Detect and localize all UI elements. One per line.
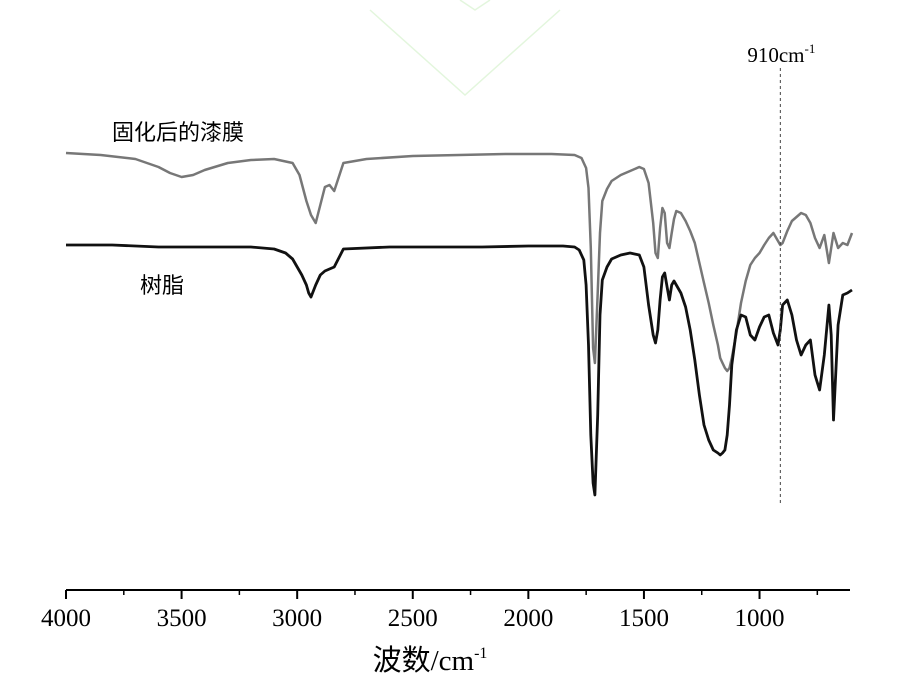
x-tick-label: 3000 bbox=[272, 605, 322, 632]
annotation-text: 910cm bbox=[747, 43, 804, 67]
x-axis-label: 波数/cm-1 bbox=[373, 644, 488, 677]
x-tick-label: 1000 bbox=[735, 605, 785, 632]
x-tick-label: 3500 bbox=[157, 605, 207, 632]
watermark-mark-2 bbox=[459, 0, 491, 11]
annotation-label: 910cm-1 bbox=[747, 41, 815, 67]
x-axis-label-main: 波数/cm bbox=[373, 644, 475, 677]
x-tick-label: 2500 bbox=[388, 605, 438, 632]
series-line-resin bbox=[66, 243, 853, 497]
x-axis-label-sup: -1 bbox=[474, 645, 487, 662]
watermark-mark bbox=[369, 9, 561, 97]
x-tick-label: 1500 bbox=[619, 605, 669, 632]
series-label-resin: 树脂 bbox=[140, 274, 184, 299]
series-layer bbox=[65, 151, 854, 497]
annotation-sup: -1 bbox=[804, 41, 815, 56]
x-tick-label: 2000 bbox=[503, 605, 553, 632]
series-label-cured-film: 固化后的漆膜 bbox=[112, 121, 244, 146]
x-axis-ticks: 4000 3500 3000 2500 2000 1500 1000 bbox=[41, 590, 819, 632]
x-tick-label: 4000 bbox=[41, 605, 91, 632]
